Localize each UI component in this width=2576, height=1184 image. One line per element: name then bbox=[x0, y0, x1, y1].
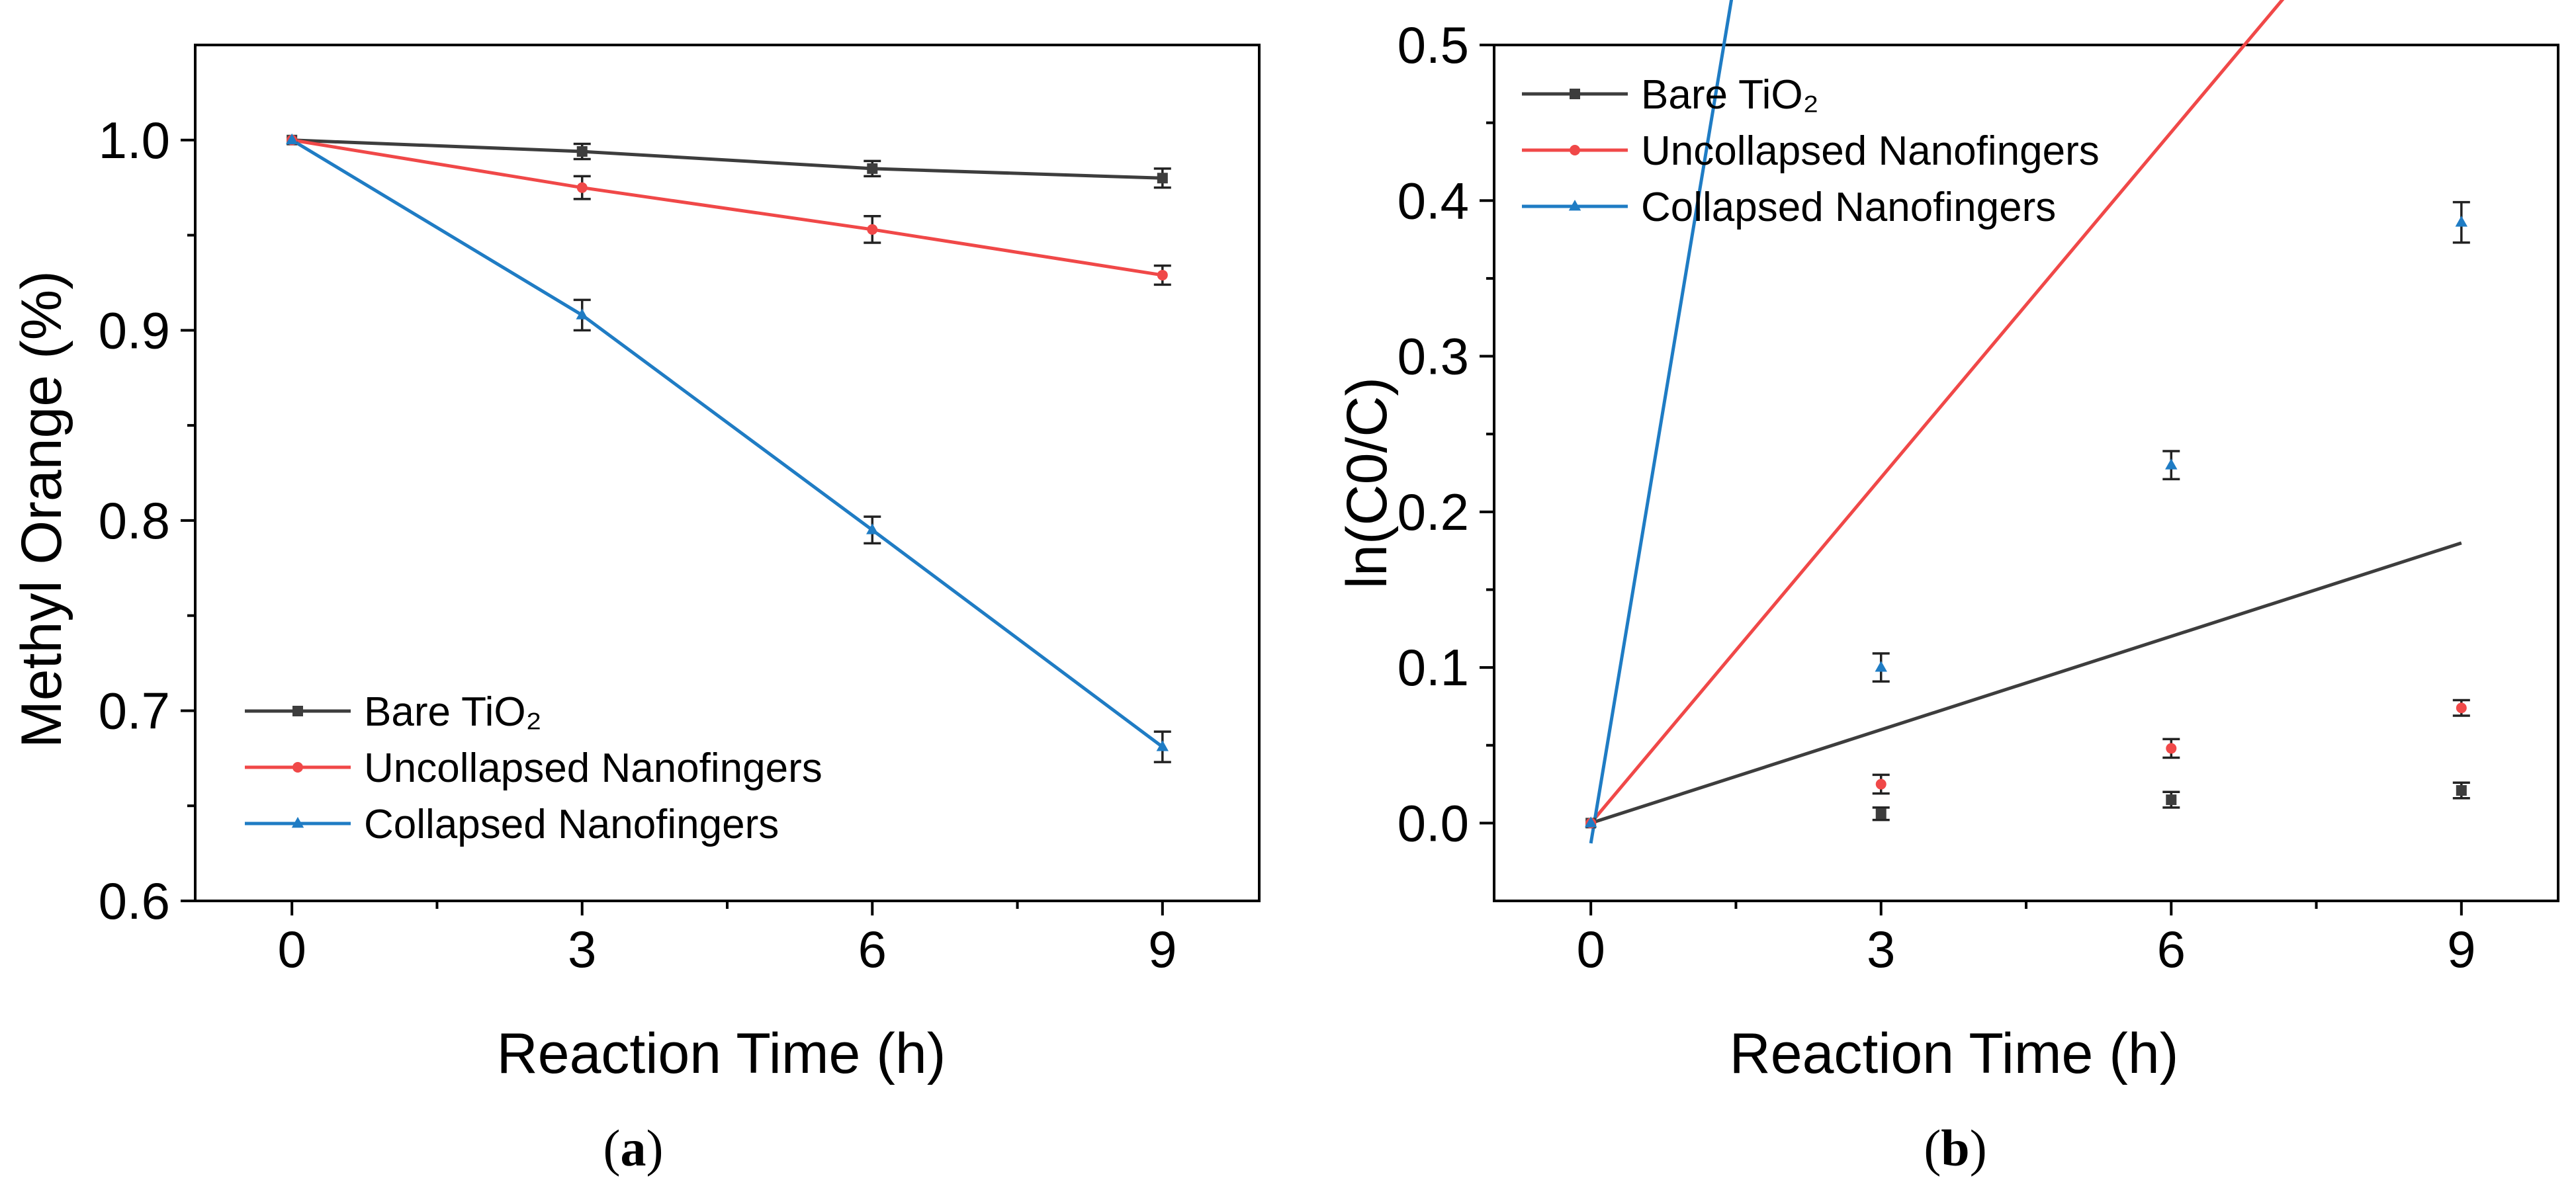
panel-a-point-collapsed bbox=[1156, 740, 1169, 751]
panel-a-x-axis-title: Reaction Time (h) bbox=[497, 1022, 946, 1085]
panel-b-point-uncollapsed bbox=[2166, 743, 2177, 754]
panel-a-series-line-uncollapsed bbox=[291, 138, 1163, 277]
panel-b-point-bare-tio2 bbox=[1875, 808, 1887, 820]
panel-a-series-line-collapsed bbox=[290, 138, 1164, 749]
panel-a-point-uncollapsed bbox=[867, 224, 878, 235]
panel-b-x-axis-title: Reaction Time (h) bbox=[1730, 1022, 2179, 1085]
panel-b-x-tick-label: 6 bbox=[2157, 920, 2186, 978]
panel-b-legend-label-collapsed: Collapsed Nanofingers bbox=[1641, 185, 2056, 230]
panel-b-y-tick-label: 0.0 bbox=[1398, 794, 1469, 852]
panel-b-y-tick-label: 0.5 bbox=[1398, 16, 1469, 74]
panel-a-legend-marker-bare-tio2 bbox=[292, 706, 303, 716]
panel-b-y-axis-title: ln(C0/C) bbox=[1335, 377, 1399, 589]
panel-b-legend-marker-bare-tio2 bbox=[1570, 89, 1580, 99]
panel-b-point-bare-tio2 bbox=[2456, 784, 2467, 796]
panel-b-point-collapsed bbox=[1584, 816, 1597, 827]
panel-a-x-tick-label: 0 bbox=[277, 920, 306, 978]
panel-b-x-tick-label: 9 bbox=[2447, 920, 2475, 978]
panel-a-y-tick-label: 0.9 bbox=[99, 301, 170, 359]
panel-b: 0 3 6 9 0.0 0.1 0.2 0.3 0.4 0.5 Reaction Time (h)… bbox=[1335, 0, 2559, 1177]
panel-a-legend-marker-collapsed bbox=[291, 817, 304, 828]
panel-b-legend-marker-uncollapsed bbox=[1570, 145, 1580, 155]
panel-a-series-line-bare-tio2 bbox=[292, 138, 1163, 180]
panel-b-caption-letter: b bbox=[1941, 1119, 1969, 1177]
panel-b-point-uncollapsed bbox=[2456, 702, 2467, 714]
panel-a-x-tick-label: 3 bbox=[568, 920, 596, 978]
panel-a-point-collapsed bbox=[866, 523, 879, 534]
panel-b-point-collapsed bbox=[1875, 661, 1887, 672]
panel-b-fit-line-uncollapsed bbox=[1589, 0, 2285, 824]
panel-b-y-tick-label: 0.2 bbox=[1398, 483, 1469, 541]
panel-b-point-collapsed bbox=[2165, 458, 2178, 470]
panel-a-caption-letter: a bbox=[621, 1119, 646, 1177]
panel-b-legend: Bare TiO₂ Uncollapsed Nanofingers Collapse… bbox=[1522, 72, 2100, 230]
panel-a-y-axis-title: Methyl Orange (%) bbox=[10, 271, 73, 748]
panel-a-point-bare-tio2 bbox=[1157, 173, 1168, 184]
panel-b-fit-line-bare-tio2 bbox=[1590, 541, 2462, 825]
panel-b-point-collapsed bbox=[2455, 216, 2468, 227]
panel-a-y-tick-label: 1.0 bbox=[99, 111, 170, 169]
panel-a-point-uncollapsed bbox=[1157, 269, 1168, 280]
panel-a-point-uncollapsed bbox=[576, 182, 588, 193]
panel-a-legend-marker-uncollapsed bbox=[292, 762, 303, 773]
panel-a-y-tick-label: 0.6 bbox=[99, 872, 170, 930]
panel-a-caption: (a) bbox=[603, 1119, 664, 1177]
panel-a-lines bbox=[290, 138, 1164, 749]
panel-a: 0 3 6 9 0.6 0.7 0.8 0.9 1.0 Reaction Time (h) Me… bbox=[10, 44, 1261, 1177]
panel-b-fit-lines bbox=[1589, 0, 2462, 844]
panel-a-legend-label-bare-tio2: Bare TiO₂ bbox=[364, 689, 542, 735]
panel-b-markers bbox=[1584, 216, 2468, 829]
panel-a-point-collapsed bbox=[285, 133, 298, 145]
panel-b-legend-label-bare-tio2: Bare TiO₂ bbox=[1641, 72, 1819, 118]
panel-a-legend: Bare TiO₂ Uncollapsed Nanofingers Collapse… bbox=[245, 689, 822, 847]
panel-b-ticks: 0 3 6 9 0.0 0.1 0.2 0.3 0.4 0.5 bbox=[1398, 16, 2476, 978]
panel-a-legend-label-uncollapsed: Uncollapsed Nanofingers bbox=[364, 745, 822, 791]
panel-a-legend-label-collapsed: Collapsed Nanofingers bbox=[364, 802, 779, 847]
panel-a-point-bare-tio2 bbox=[867, 163, 878, 174]
panel-b-point-bare-tio2 bbox=[2166, 794, 2177, 806]
panel-b-legend-marker-collapsed bbox=[1568, 200, 1581, 211]
panel-b-y-tick-label: 0.4 bbox=[1398, 171, 1469, 230]
panel-b-x-tick-label: 3 bbox=[1867, 920, 1895, 978]
panel-b-y-tick-label: 0.1 bbox=[1398, 638, 1469, 697]
panel-b-legend-label-uncollapsed: Uncollapsed Nanofingers bbox=[1641, 128, 2100, 174]
panel-b-x-tick-label: 0 bbox=[1576, 920, 1605, 978]
panel-a-y-tick-label: 0.7 bbox=[99, 681, 170, 740]
panel-a-y-tick-label: 0.8 bbox=[99, 491, 170, 550]
panel-b-point-uncollapsed bbox=[1875, 779, 1887, 790]
panel-a-x-tick-label: 6 bbox=[858, 920, 887, 978]
panel-b-caption: (b) bbox=[1924, 1119, 1986, 1177]
panel-a-x-tick-label: 9 bbox=[1148, 920, 1177, 978]
panel-a-ticks: 0 3 6 9 0.6 0.7 0.8 0.9 1.0 bbox=[99, 111, 1177, 978]
panel-a-point-bare-tio2 bbox=[576, 146, 588, 157]
panel-a-point-collapsed bbox=[576, 308, 588, 319]
panel-a-markers bbox=[285, 133, 1169, 751]
panel-b-y-tick-label: 0.3 bbox=[1398, 327, 1469, 386]
